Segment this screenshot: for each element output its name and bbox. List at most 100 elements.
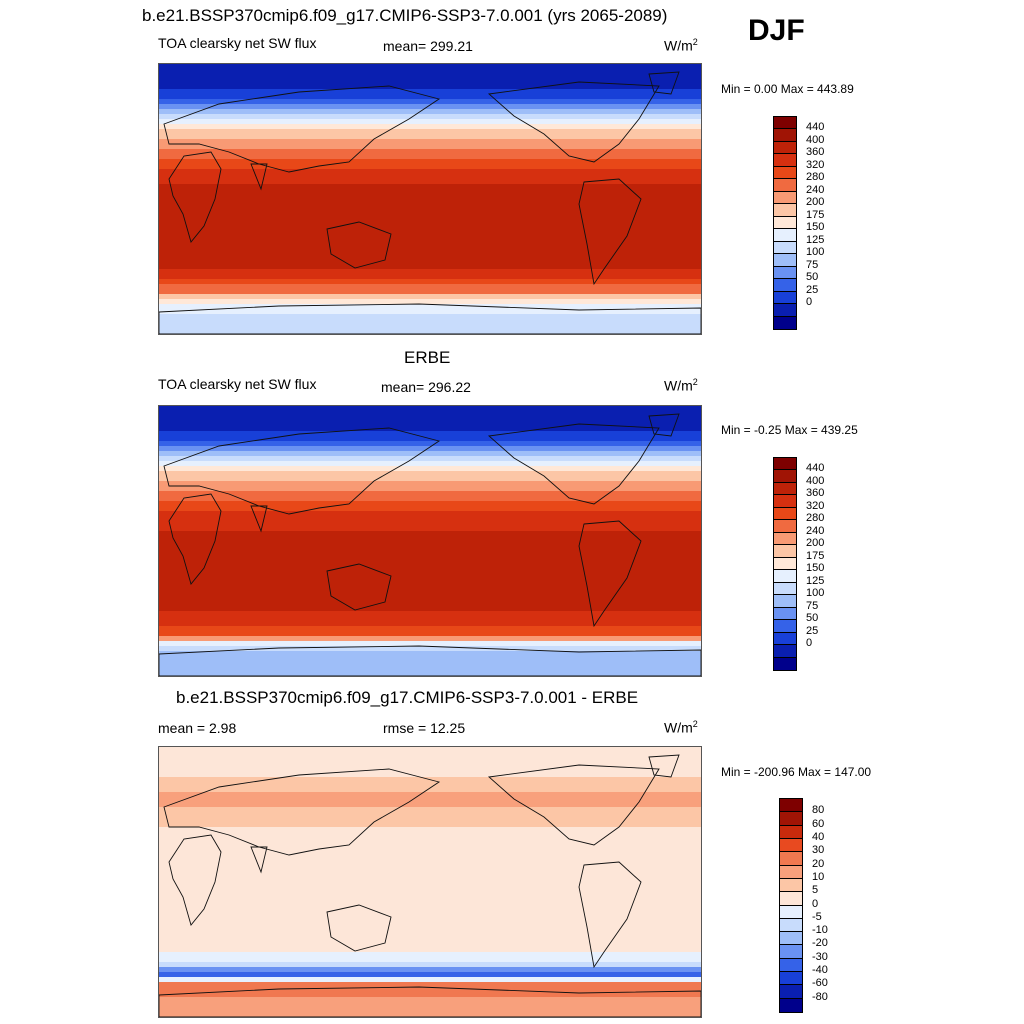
heatmap-band (159, 239, 701, 245)
heatmap-band (159, 987, 701, 993)
heatmap-band (159, 89, 701, 95)
heatmap-band (159, 792, 701, 798)
heatmap-band (159, 907, 701, 913)
heatmap-band (159, 641, 701, 647)
colorbar-tick-label: 0 (806, 637, 813, 650)
heatmap-band (159, 671, 701, 676)
heatmap-band (159, 967, 701, 973)
heatmap-band (159, 219, 701, 225)
continent-outline (578, 520, 642, 628)
colorbar-tick-label: 100 (806, 587, 825, 600)
continent-outline (648, 413, 680, 437)
heatmap-band (159, 651, 701, 657)
heatmap-band (159, 189, 701, 195)
colorbar-tick-label: 400 (806, 474, 825, 487)
heatmap-band (159, 234, 701, 240)
colorbar-swatch (780, 812, 802, 826)
panel1-variable-label: TOA clearsky net SW flux (158, 35, 317, 51)
colorbar-swatch (774, 458, 796, 471)
heatmap-band (159, 139, 701, 145)
heatmap-band (159, 797, 701, 803)
colorbar-tick-label: 25 (806, 283, 819, 296)
heatmap-band (159, 114, 701, 120)
colorbar-tick-label: 440 (806, 121, 825, 134)
colorbar-swatch (774, 241, 796, 255)
colorbar-tick-label: 175 (806, 208, 825, 221)
heatmap-band (159, 787, 701, 793)
continent-outline (326, 904, 392, 952)
heatmap-band (159, 229, 701, 235)
heatmap-band (159, 561, 701, 567)
colorbar-swatch (780, 945, 802, 959)
heatmap-band (159, 159, 701, 165)
heatmap-band (159, 259, 701, 265)
colorbar-tick-label: 60 (812, 817, 825, 830)
colorbar-tick-label: 240 (806, 524, 825, 537)
heatmap-band (159, 977, 701, 983)
heatmap-band (159, 952, 701, 958)
colorbar-tick-label: 25 (806, 624, 819, 637)
panel3-rmse-label: rmse = 12.25 (383, 720, 466, 736)
heatmap-band (159, 74, 701, 80)
colorbar-swatch (774, 254, 796, 267)
continent-outline (159, 303, 701, 334)
heatmap-band (159, 937, 701, 943)
colorbar-swatch (774, 570, 796, 583)
heatmap-band (159, 184, 701, 190)
colorbar-swatch (774, 482, 796, 496)
heatmap-band (159, 536, 701, 542)
colorbar-swatch (774, 645, 796, 658)
heatmap-band (159, 646, 701, 652)
heatmap-band (159, 747, 701, 753)
heatmap-band (159, 244, 701, 250)
heatmap-band (159, 486, 701, 492)
heatmap-band (159, 757, 701, 763)
colorbar-swatch (774, 557, 796, 571)
heatmap-band (159, 214, 701, 220)
panel2-map (158, 405, 702, 677)
continent-outline (163, 427, 441, 515)
panel1-heatmap (159, 64, 701, 334)
colorbar-swatch (774, 179, 796, 192)
heatmap-band (159, 591, 701, 597)
heatmap-band (159, 752, 701, 758)
heatmap-band (159, 264, 701, 270)
heatmap-band (159, 997, 701, 1003)
heatmap-band (159, 476, 701, 482)
season-label: DJF (748, 14, 805, 47)
colorbar-swatch (774, 582, 796, 596)
panel2-title: ERBE (404, 348, 451, 367)
colorbar-swatch (780, 825, 802, 839)
panel1-map (158, 63, 702, 335)
heatmap-band (159, 762, 701, 768)
colorbar-swatch (780, 998, 802, 1012)
heatmap-band (159, 421, 701, 427)
heatmap-band (159, 837, 701, 843)
continent-outline (487, 81, 660, 163)
heatmap-band (159, 319, 701, 325)
colorbar-tick-label: 200 (806, 537, 825, 550)
panel2-mean-label: mean= 296.22 (381, 379, 471, 395)
heatmap-band (159, 309, 701, 315)
colorbar-tick-label: -60 (812, 977, 828, 990)
colorbar-tick-label: 200 (806, 196, 825, 209)
panel3-map (158, 746, 702, 1018)
heatmap-band (159, 912, 701, 918)
colorbar-tick-label: 320 (806, 499, 825, 512)
heatmap-band (159, 199, 701, 205)
colorbar-swatch (774, 620, 796, 633)
heatmap-band (159, 611, 701, 617)
panel3-heatmap (159, 747, 701, 1017)
colorbar-tick-label: 175 (806, 549, 825, 562)
heatmap-band (159, 982, 701, 988)
heatmap-band (159, 832, 701, 838)
heatmap-band (159, 481, 701, 487)
heatmap-band (159, 581, 701, 587)
heatmap-band (159, 957, 701, 963)
heatmap-band (159, 149, 701, 155)
heatmap-band (159, 521, 701, 527)
continent-outline (250, 163, 268, 191)
colorbar-swatch (774, 166, 796, 180)
heatmap-band (159, 822, 701, 828)
heatmap-band (159, 802, 701, 808)
